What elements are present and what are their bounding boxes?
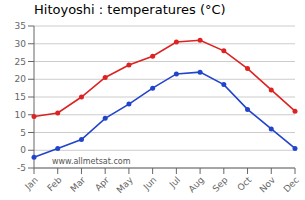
svg-text:Jun: Jun [141, 175, 159, 193]
svg-text:25: 25 [15, 57, 26, 67]
svg-text:20: 20 [15, 74, 27, 84]
svg-text:35: 35 [15, 21, 26, 31]
html-text:Hitoyoshi : temperatures (°C): Hitoyoshi : temperatures (°C) [34, 2, 226, 17]
html-text:www.allmetsat.com: www.allmetsat.com [52, 157, 131, 166]
svg-text:5: 5 [20, 128, 26, 138]
svg-text:30: 30 [15, 39, 27, 49]
svg-text:Dec: Dec [282, 175, 297, 194]
svg-text:15: 15 [15, 92, 26, 102]
svg-text:Jan: Jan [22, 175, 40, 193]
svg-text:Aug: Aug [187, 175, 207, 195]
svg-text:Mar: Mar [68, 175, 87, 194]
svg-text:Feb: Feb [45, 175, 64, 194]
svg-text:Apr: Apr [93, 175, 111, 193]
svg-text:-5: -5 [17, 163, 26, 173]
svg-text:Sep: Sep [211, 175, 230, 194]
svg-text:0: 0 [20, 145, 26, 155]
svg-text:May: May [115, 174, 136, 195]
svg-text:Oct: Oct [235, 175, 253, 193]
svg-text:10: 10 [15, 110, 27, 120]
svg-text:Nov: Nov [258, 174, 278, 194]
svg-text:Jul: Jul [167, 175, 182, 190]
